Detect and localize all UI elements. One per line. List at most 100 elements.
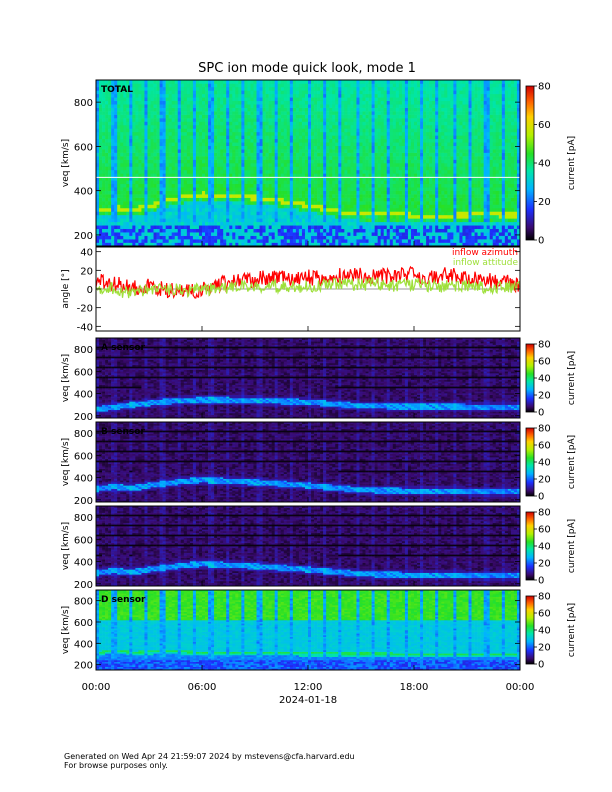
heatmap-cell [338, 80, 342, 84]
heatmap-cell [174, 145, 179, 150]
heatmap-cell [304, 121, 309, 126]
heatmap-cell [292, 93, 297, 98]
heatmap-cell [301, 211, 306, 216]
heatmap-cell [247, 100, 251, 105]
heatmap-cell [202, 156, 206, 160]
heatmap-cell [244, 152, 248, 157]
heatmap-cell [268, 114, 272, 119]
heatmap-cell [174, 156, 179, 160]
heatmap-cell [301, 142, 306, 147]
heatmap-cell [192, 142, 197, 147]
heatmap-cell [250, 156, 254, 160]
heatmap-cell [177, 156, 182, 160]
heatmap-cell [329, 100, 333, 105]
heatmap-cell [232, 159, 236, 164]
heatmap-cell [114, 114, 118, 119]
heatmap-cell [274, 111, 279, 115]
heatmap-cell [295, 80, 300, 84]
heatmap-cell [192, 131, 197, 136]
heatmap-cell [108, 232, 112, 236]
heatmap-cell [353, 235, 357, 240]
heatmap-cell [195, 142, 200, 147]
heatmap-cell [150, 114, 154, 119]
heatmap-cell [286, 128, 291, 133]
heatmap-cell [198, 173, 203, 178]
heatmap-cell [123, 156, 127, 160]
heatmap-cell [114, 194, 118, 198]
heatmap-cell [401, 142, 406, 147]
heatmap-cell [311, 124, 315, 129]
heatmap-cell [314, 201, 318, 205]
heatmap-cell [232, 187, 236, 191]
heatmap-cell [347, 183, 351, 188]
heatmap-cell [298, 183, 303, 188]
heatmap-cell [311, 121, 315, 126]
heatmap-cell [205, 207, 209, 212]
heatmap-cell [226, 86, 230, 91]
heatmap-cell [174, 135, 179, 140]
heatmap-cell [320, 114, 324, 119]
heatmap-cell [189, 201, 194, 205]
heatmap-cell [314, 218, 318, 223]
heatmap-cell [226, 232, 230, 236]
heatmap-cell [144, 90, 148, 95]
heatmap-cell [401, 149, 406, 153]
heatmap-cell [404, 242, 409, 247]
heatmap-cell [186, 100, 191, 105]
heatmap-cell [117, 187, 121, 191]
heatmap-cell [162, 214, 166, 219]
heatmap-cell [102, 218, 106, 223]
heatmap-cell [223, 211, 227, 216]
heatmap-cell [253, 214, 257, 219]
heatmap-cell [132, 214, 136, 219]
heatmap-cell [259, 145, 263, 150]
heatmap-cell [156, 131, 160, 136]
heatmap-cell [186, 142, 191, 147]
heatmap-cell [238, 190, 242, 195]
heatmap-cell [223, 201, 227, 205]
heatmap-cell [365, 149, 369, 153]
heatmap-cell [241, 176, 245, 181]
heatmap-cell [220, 118, 224, 122]
heatmap-cell [180, 190, 185, 195]
heatmap-cell [353, 114, 357, 119]
heatmap-cell [144, 138, 148, 143]
heatmap-cell [341, 131, 345, 136]
heatmap-cell [217, 187, 221, 191]
heatmap-cell [159, 190, 163, 195]
heatmap-cell [126, 142, 130, 147]
heatmap-cell [298, 100, 303, 105]
heatmap-cell [350, 111, 354, 115]
heatmap-cell [292, 214, 297, 219]
heatmap-cell [395, 190, 400, 195]
heatmap-cell [165, 138, 169, 143]
heatmap-cell [208, 204, 212, 209]
heatmap-cell [150, 194, 154, 198]
heatmap-cell [129, 83, 133, 88]
heatmap-cell [365, 232, 369, 236]
heatmap-cell [147, 218, 151, 223]
heatmap-cell [177, 80, 182, 84]
heatmap-cell [362, 194, 366, 198]
heatmap-cell [138, 173, 142, 178]
heatmap-cell [120, 93, 124, 98]
heatmap-cell [256, 142, 260, 147]
heatmap-cell [311, 97, 315, 102]
heatmap-cell [395, 180, 400, 185]
heatmap-cell [320, 180, 324, 185]
heatmap-cell [192, 197, 197, 202]
heatmap-cell [171, 228, 176, 233]
heatmap-cell [247, 201, 251, 205]
heatmap-cell [220, 232, 224, 236]
heatmap-cell [320, 86, 324, 91]
heatmap-cell [253, 183, 257, 188]
heatmap-cell [347, 142, 351, 147]
heatmap-cell [301, 90, 306, 95]
heatmap-cell [401, 90, 406, 95]
heatmap-cell [111, 111, 115, 115]
heatmap-cell [159, 235, 163, 240]
heatmap-cell [117, 90, 121, 95]
heatmap-cell [195, 135, 200, 140]
heatmap-cell [268, 207, 272, 212]
heatmap-cell [341, 232, 345, 236]
